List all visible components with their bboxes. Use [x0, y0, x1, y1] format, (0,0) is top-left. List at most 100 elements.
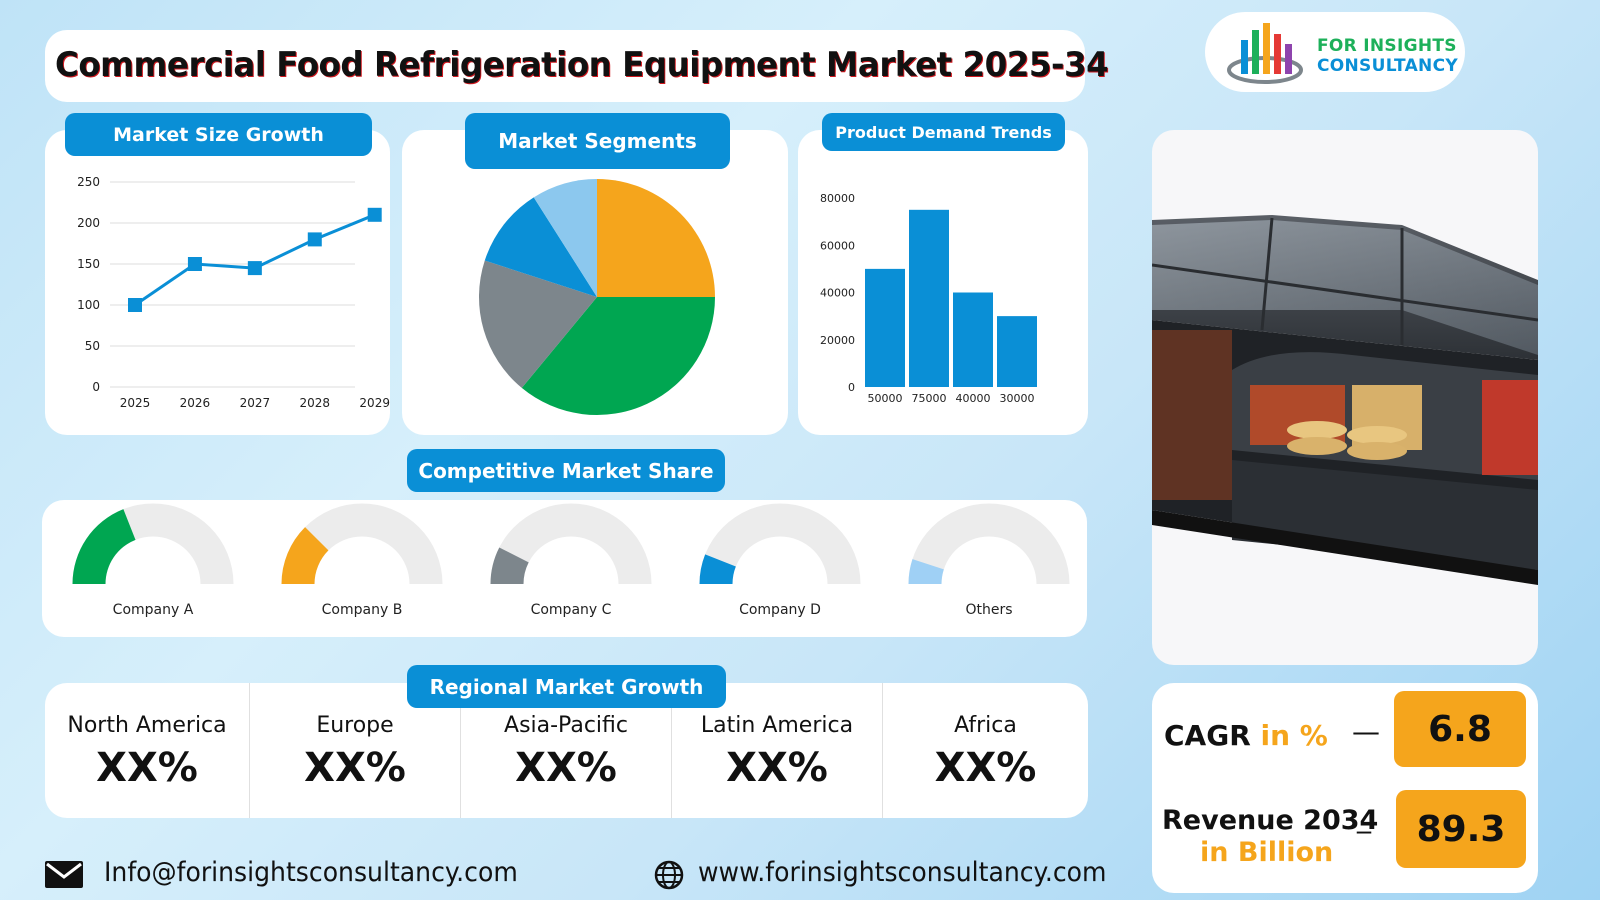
logo: FOR INSIGHTS CONSULTANCY	[1205, 12, 1465, 92]
kpi-card: CAGR in % — 6.8 Revenue 2034 in Billion …	[1152, 683, 1538, 893]
x-tick-label: 2025	[120, 396, 151, 410]
cagr-value: 6.8	[1394, 691, 1526, 767]
product-image	[1152, 130, 1538, 665]
region-asia-pacific: Asia-Pacific XX%	[460, 683, 671, 818]
gauge-track	[699, 503, 861, 584]
gauge-label: Company D	[739, 602, 821, 618]
competitive-share-gauges: Company A Company B Company C Company D Othe…	[72, 503, 1070, 618]
market-size-card: 0 50 100 150 200 250 2025 2026 2027 2028 2029	[45, 130, 390, 435]
x-tick-label: 40000	[956, 392, 991, 405]
share-gauge: Company B	[281, 503, 443, 618]
x-tick-label: 30000	[1000, 392, 1035, 405]
series-line	[134, 213, 376, 307]
logo-text-line1: FOR INSIGHTS	[1317, 36, 1457, 56]
cagr-unit: in %	[1260, 719, 1328, 752]
gauge-track	[490, 503, 652, 584]
region-value: XX%	[304, 745, 406, 791]
y-tick-label: 250	[77, 175, 100, 189]
share-gauge: Company D	[699, 503, 861, 618]
revenue-unit: in Billion	[1200, 837, 1334, 868]
y-tick-label: 0	[92, 380, 100, 394]
gauge-label: Others	[965, 602, 1012, 618]
page-title: Commercial Food Refrigeration Equipment …	[55, 45, 1109, 85]
y-tick-label: 200	[77, 216, 100, 230]
revenue-label: Revenue 2034	[1162, 805, 1379, 836]
logo-mark-icon	[1227, 23, 1303, 84]
bar	[953, 292, 993, 387]
data-point	[307, 232, 322, 247]
y-tick-label: 40000	[820, 287, 855, 300]
pie-slice	[479, 260, 597, 388]
region-africa: Africa XX%	[882, 683, 1088, 818]
title-card: Commercial Food Refrigeration Equipment …	[45, 30, 1109, 102]
gauge-label: Company C	[531, 602, 612, 618]
data-point	[187, 257, 202, 271]
y-tick-label: 0	[848, 381, 855, 394]
region-latin-america: Latin America XX%	[671, 683, 882, 818]
bar	[865, 268, 905, 387]
gauge-fill	[699, 554, 736, 584]
mail-icon	[45, 861, 83, 888]
pie-slice	[597, 179, 715, 297]
region-value: XX%	[96, 745, 198, 791]
region-name: Latin America	[700, 713, 854, 738]
product-demand-card: 0 20000 40000 60000 80000 50000 75000 40000 3000…	[798, 130, 1088, 435]
region-name: Asia-Pacific	[504, 713, 628, 738]
revenue-dash: _	[1357, 801, 1371, 834]
gauge-fill	[490, 547, 529, 584]
y-tick-label: 80000	[820, 192, 855, 205]
x-tick-label: 2027	[240, 396, 271, 410]
logo-text-line2: CONSULTANCY	[1317, 56, 1458, 76]
share-gauge: Company A	[72, 503, 234, 618]
x-tick-label: 2029	[359, 396, 390, 410]
gauge-label: Company B	[322, 602, 403, 618]
y-tick-label: 100	[77, 298, 100, 312]
data-point	[367, 207, 382, 222]
x-tick-label: 75000	[912, 392, 947, 405]
regional-growth-heading: Regional Market Growth	[407, 665, 726, 708]
pie-slice	[533, 179, 597, 297]
region-name: Europe	[316, 713, 394, 738]
pie-slice	[484, 197, 597, 297]
footer-website-link[interactable]: www.forinsightsconsultancy.com	[698, 857, 1107, 888]
region-name: North America	[67, 713, 227, 738]
region-value: XX%	[934, 745, 1037, 791]
share-gauge: Others	[908, 503, 1070, 618]
gauge-fill	[908, 559, 944, 584]
gauge-fill	[281, 527, 329, 584]
pie-slice	[521, 297, 715, 415]
region-north-america: North America XX%	[45, 683, 249, 818]
bar	[909, 209, 949, 387]
globe-icon	[654, 860, 684, 890]
bar	[997, 316, 1037, 387]
gauge-label: Company A	[113, 602, 194, 618]
region-europe: Europe XX%	[249, 683, 460, 818]
footer-email-link[interactable]: Info@forinsightsconsultancy.com	[104, 857, 518, 888]
x-tick-label: 2028	[300, 396, 331, 410]
x-tick-label: 50000	[868, 392, 903, 405]
revenue-value: 89.3	[1396, 790, 1526, 868]
region-value: XX%	[515, 745, 617, 791]
gauge-track	[908, 503, 1070, 584]
y-tick-label: 20000	[820, 334, 855, 347]
market-segments-card	[402, 130, 788, 435]
gauge-track	[281, 503, 443, 584]
product-demand-bar-chart: 0 20000 40000 60000 80000 50000 75000 40000 3000…	[820, 192, 1037, 405]
market-size-line-chart: 0 50 100 150 200 250 2025 2026 2027 2028 2029	[77, 175, 390, 410]
competitive-share-card: Company A Company B Company C Company D Othe…	[42, 500, 1087, 637]
data-point	[128, 298, 142, 312]
gauge-fill	[72, 509, 136, 584]
cagr-label-text: CAGR	[1164, 719, 1251, 752]
share-gauge: Company C	[490, 503, 652, 618]
freezer-illustration	[1152, 215, 1538, 585]
y-tick-label: 60000	[820, 239, 855, 252]
y-tick-label: 150	[77, 257, 100, 271]
market-segments-pie-chart	[479, 179, 715, 415]
competitive-share-heading: Competitive Market Share	[407, 449, 725, 492]
x-tick-label: 2026	[180, 396, 211, 410]
data-point	[247, 261, 262, 276]
market-segments-heading: Market Segments	[465, 113, 730, 169]
region-name: Africa	[954, 713, 1017, 738]
market-size-heading: Market Size Growth	[65, 113, 372, 156]
cagr-dash: —	[1352, 715, 1380, 748]
